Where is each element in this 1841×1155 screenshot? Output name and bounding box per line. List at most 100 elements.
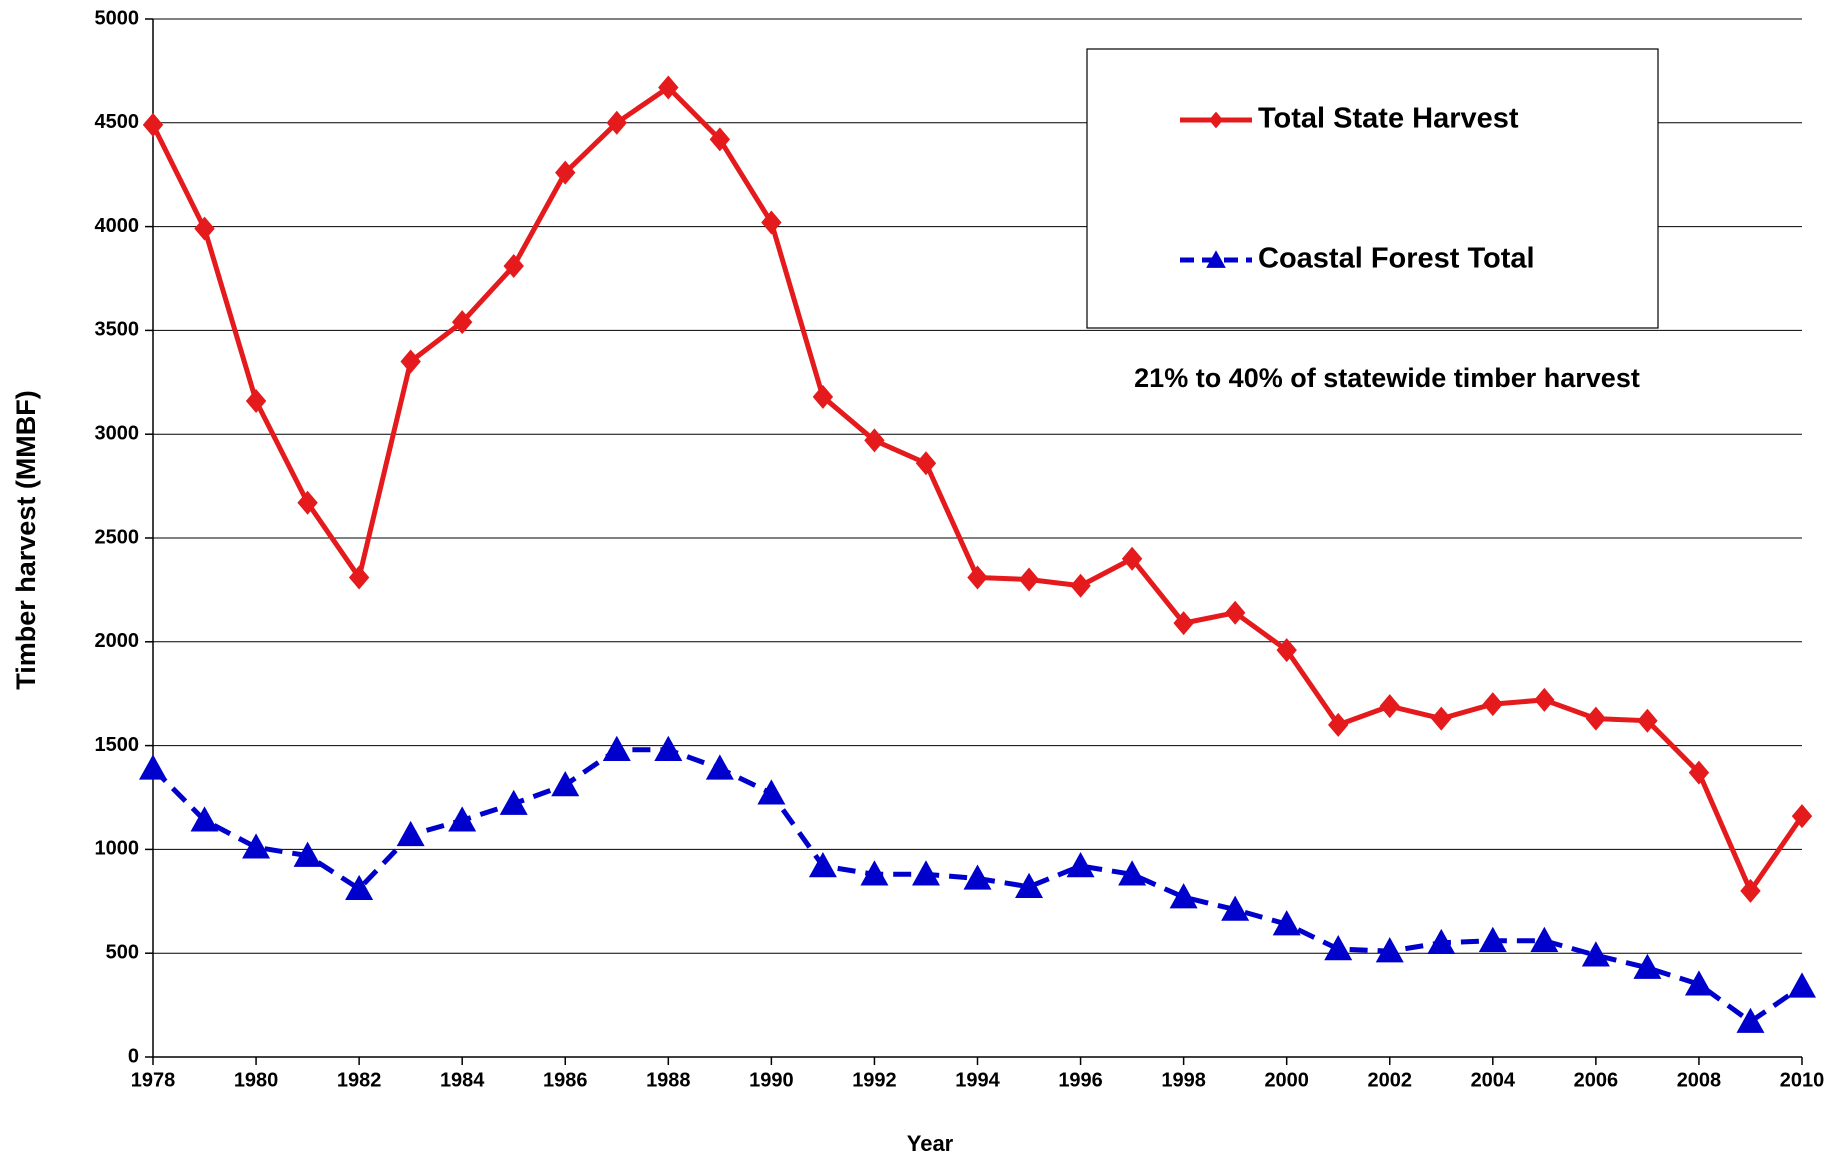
diamond-marker xyxy=(1740,878,1761,903)
diamond-marker xyxy=(1328,712,1349,737)
diamond-marker xyxy=(1688,760,1710,785)
legend-label: Coastal Forest Total xyxy=(1258,243,1535,275)
x-tick-label: 1986 xyxy=(543,1069,588,1091)
diamond-marker xyxy=(1379,694,1400,719)
triangle-marker xyxy=(860,860,889,886)
triangle-marker xyxy=(345,874,374,901)
x-tick-label: 2000 xyxy=(1264,1069,1309,1091)
triangle-marker xyxy=(396,820,425,847)
diamond-marker xyxy=(1070,573,1091,598)
y-tick-label: 1500 xyxy=(95,734,140,756)
triangle-marker xyxy=(1375,937,1404,963)
triangle-marker xyxy=(654,735,683,761)
x-tick-label: 1988 xyxy=(646,1069,691,1091)
triangle-marker xyxy=(139,754,167,780)
x-tick-label: 2004 xyxy=(1471,1069,1516,1091)
diamond-marker xyxy=(709,127,731,152)
diamond-marker xyxy=(297,490,318,515)
annotation: 21% to 40% of statewide timber harvest xyxy=(1134,363,1640,393)
triangle-marker xyxy=(1206,250,1226,268)
y-tick-label: 3500 xyxy=(95,319,140,341)
diamond-marker xyxy=(1791,804,1813,829)
triangle-marker xyxy=(551,771,580,797)
diamond-marker xyxy=(761,210,782,235)
x-tick-label: 2002 xyxy=(1368,1069,1413,1091)
x-tick-label: 2010 xyxy=(1780,1069,1825,1091)
diamond-marker xyxy=(348,565,370,590)
x-axis-label: Year xyxy=(907,1131,954,1155)
diamond-marker xyxy=(1482,692,1504,717)
y-tick-label: 4000 xyxy=(95,215,140,237)
diamond-marker xyxy=(1276,638,1297,663)
diamond-marker xyxy=(194,216,215,241)
y-tick-label: 5000 xyxy=(95,7,140,29)
triangle-marker xyxy=(1684,970,1713,996)
triangle-marker xyxy=(1530,926,1559,952)
diamond-marker xyxy=(606,110,627,135)
diamond-marker xyxy=(1431,706,1452,731)
diamond-marker xyxy=(400,349,421,374)
triangle-marker xyxy=(1015,872,1044,898)
diamond-marker xyxy=(503,254,524,279)
triangle-marker xyxy=(1581,941,1610,967)
triangle-marker xyxy=(293,841,322,867)
x-tick-label: 2008 xyxy=(1677,1069,1722,1091)
diamond-marker xyxy=(1585,706,1607,731)
diamond-marker xyxy=(1534,687,1555,712)
x-tick-label: 1980 xyxy=(234,1069,279,1091)
triangle-marker xyxy=(963,864,992,890)
triangle-marker xyxy=(190,806,219,832)
triangle-marker xyxy=(1736,1007,1765,1033)
triangle-marker xyxy=(1169,883,1198,909)
diamond-marker xyxy=(915,451,937,476)
x-tick-label: 1998 xyxy=(1161,1069,1206,1091)
diamond-marker xyxy=(967,565,988,590)
triangle-marker xyxy=(1221,895,1250,921)
triangle-marker xyxy=(911,860,940,886)
diamond-marker xyxy=(1224,600,1246,625)
y-tick-label: 2000 xyxy=(95,630,140,652)
y-tick-label: 4500 xyxy=(95,111,140,133)
diamond-marker xyxy=(451,310,473,335)
diamond-marker xyxy=(1637,708,1658,733)
triangle-marker xyxy=(602,735,631,761)
x-tick-label: 1984 xyxy=(440,1069,485,1091)
triangle-marker xyxy=(1272,910,1301,936)
triangle-marker xyxy=(757,779,786,805)
y-tick-label: 0 xyxy=(128,1045,139,1067)
diamond-marker xyxy=(245,388,267,413)
triangle-marker xyxy=(1324,935,1353,961)
triangle-marker xyxy=(705,754,734,780)
diamond-marker xyxy=(555,160,576,185)
triangle-marker xyxy=(1633,953,1662,979)
x-tick-label: 1978 xyxy=(131,1069,176,1091)
triangle-marker xyxy=(1427,928,1456,955)
triangle-marker xyxy=(1478,926,1507,952)
y-tick-label: 1000 xyxy=(95,838,140,860)
diamond-marker xyxy=(142,112,164,137)
triangle-marker xyxy=(1788,972,1816,998)
x-tick-label: 1982 xyxy=(337,1069,382,1091)
legend-box xyxy=(1086,48,1659,329)
x-tick-label: 1994 xyxy=(955,1069,1000,1091)
x-tick-label: 1992 xyxy=(852,1069,897,1091)
x-tick-label: 1990 xyxy=(749,1069,794,1091)
y-tick-label: 500 xyxy=(106,941,139,963)
y-tick-label: 3000 xyxy=(95,422,140,444)
legend-label: Total State Harvest xyxy=(1258,103,1519,135)
y-tick-label: 2500 xyxy=(95,526,140,548)
diamond-marker xyxy=(1121,546,1143,571)
diamond-marker xyxy=(864,428,885,453)
diamond-marker xyxy=(1018,567,1040,592)
triangle-marker xyxy=(808,852,837,878)
triangle-marker xyxy=(242,833,271,859)
triangle-marker xyxy=(499,789,528,815)
y-axis-label: Timber harvest (MMBF) xyxy=(11,390,41,690)
triangle-marker xyxy=(1118,860,1147,886)
triangle-marker xyxy=(448,806,477,832)
diamond-marker xyxy=(1173,611,1194,636)
diamond-marker xyxy=(812,384,834,409)
x-tick-label: 2006 xyxy=(1574,1069,1619,1091)
diamond-marker xyxy=(658,75,679,100)
